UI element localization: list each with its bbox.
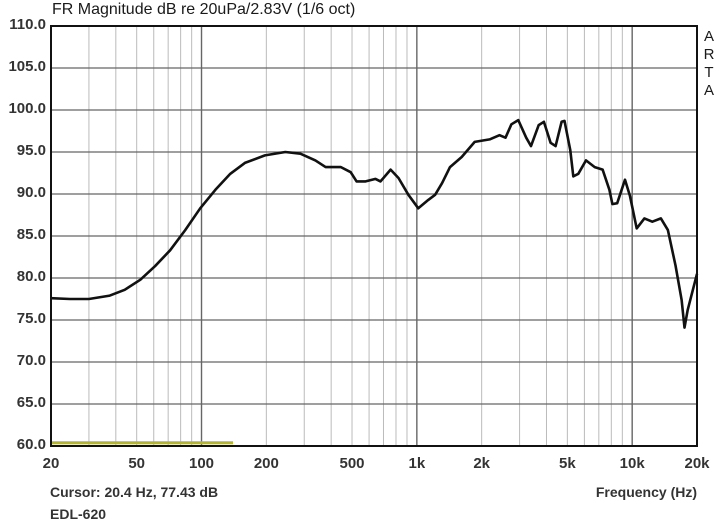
cursor-readout: Cursor: 20.4 Hz, 77.43 dB: [50, 484, 219, 500]
brand-letter: A: [703, 28, 714, 45]
x-tick-label: 500: [339, 455, 365, 472]
grid-lines: [51, 26, 697, 446]
x-tick-label: 200: [253, 455, 279, 472]
x-tick-label: 5k: [559, 455, 576, 472]
y-tick-label: 75.0: [16, 310, 46, 327]
y-tick-label: 80.0: [16, 268, 46, 285]
y-tick-label: 65.0: [16, 394, 46, 411]
y-tick-label: 70.0: [16, 352, 46, 369]
x-tick-label: 1k: [408, 455, 426, 472]
x-tick-label: 2k: [473, 455, 490, 472]
x-axis-title: Frequency (Hz): [595, 484, 697, 500]
chart-title: FR Magnitude dB re 20uPa/2.83V (1/6 oct): [52, 1, 356, 18]
y-tick-label: 95.0: [16, 142, 46, 159]
y-tick-label: 110.0: [9, 16, 46, 33]
x-tick-label: 10k: [619, 455, 645, 472]
brand-letter: T: [704, 64, 714, 81]
brand-letter: A: [703, 82, 714, 99]
x-tick-label: 20k: [684, 455, 710, 472]
y-tick-label: 90.0: [16, 184, 46, 201]
model-label: EDL-620: [50, 506, 107, 522]
y-tick-label: 100.0: [8, 100, 46, 117]
y-tick-label: 85.0: [16, 226, 46, 243]
x-tick-label: 20: [42, 455, 60, 472]
fr-curve: [50, 118, 699, 329]
brand-letter: R: [703, 46, 715, 63]
x-tick-label: 100: [188, 455, 215, 472]
y-tick-label: 105.0: [8, 58, 46, 75]
x-tick-label: 50: [128, 455, 146, 472]
arta-brand-label: A R T A: [702, 28, 716, 100]
y-tick-label: 60.0: [16, 436, 46, 453]
